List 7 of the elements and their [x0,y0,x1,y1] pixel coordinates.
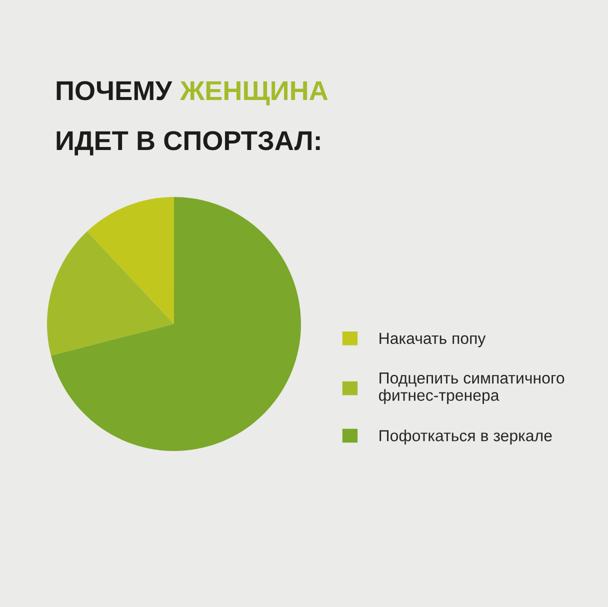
pie-slice [47,231,174,356]
pie-slice [87,197,174,324]
legend-label: Пофоткаться в зеркале [380,430,552,444]
chart-title: ПОЧЕМУ ЖЕНЩИНА ИДЕТ В СПОРТЗАЛ: [56,81,328,156]
pie-slice [50,197,301,451]
legend-label: Накачать попу [380,332,486,348]
legend-label: Подцепить симпатичного фитнес-тренера [378,372,564,404]
